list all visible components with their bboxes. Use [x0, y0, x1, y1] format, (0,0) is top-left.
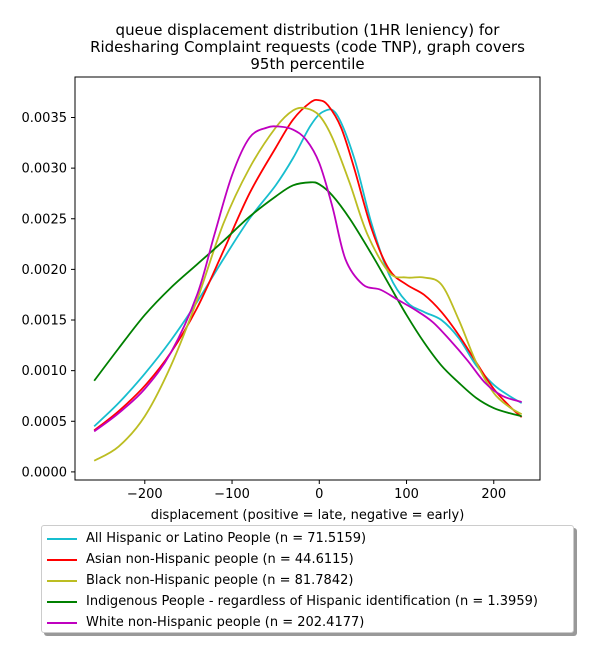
- legend-label: Indigenous People - regardless of Hispan…: [86, 594, 538, 609]
- legend-item: All Hispanic or Latino People (n = 71.51…: [42, 528, 573, 549]
- y-tick-label: 0.0020: [22, 263, 68, 278]
- legend-item: Indigenous People - regardless of Hispan…: [42, 591, 573, 612]
- x-tick-label: 0: [315, 487, 323, 502]
- chart-title-line: 95th percentile: [250, 55, 364, 73]
- series-line: [93, 108, 523, 427]
- x-tick-label: 100: [394, 487, 419, 502]
- x-tick-label: −200: [127, 487, 163, 502]
- x-tick-label: 200: [481, 487, 506, 502]
- y-tick-label: 0.0000: [22, 465, 68, 480]
- plot-frame: [74, 76, 541, 481]
- legend-swatch: [47, 558, 77, 561]
- series-line: [93, 98, 523, 432]
- chart-title-line: Ridesharing Complaint requests (code TNP…: [90, 38, 525, 56]
- x-axis-label: displacement (positive = late, negative …: [151, 508, 465, 523]
- x-tick-label: −100: [214, 487, 250, 502]
- series-line: [93, 106, 523, 462]
- legend-item: White non-Hispanic people (n = 202.4177): [42, 612, 573, 633]
- legend-label: Black non-Hispanic people (n = 81.7842): [86, 573, 354, 588]
- legend-label: White non-Hispanic people (n = 202.4177): [86, 615, 365, 630]
- chart-title: queue displacement distribution (1HR len…: [90, 21, 525, 73]
- legend-swatch: [47, 537, 77, 540]
- y-tick-label: 0.0030: [22, 162, 68, 177]
- legend-item: Black non-Hispanic people (n = 81.7842): [42, 570, 573, 591]
- legend-swatch: [47, 600, 77, 603]
- legend-label: All Hispanic or Latino People (n = 71.51…: [86, 531, 367, 546]
- legend: All Hispanic or Latino People (n = 71.51…: [41, 525, 574, 633]
- plot-series: [93, 98, 523, 462]
- legend-label: Asian non-Hispanic people (n = 44.6115): [86, 552, 354, 567]
- y-tick-label: 0.0005: [22, 415, 68, 430]
- y-tick-label: 0.0015: [22, 314, 68, 329]
- y-axis: 0.0000 0.0005 0.0010 0.0015 0.0020 0.0025 0.00…: [22, 111, 75, 480]
- y-tick-label: 0.0035: [22, 111, 68, 126]
- series-line: [93, 181, 522, 418]
- series-line: [93, 125, 522, 433]
- legend-swatch: [47, 621, 77, 624]
- chart-title-line: queue displacement distribution (1HR len…: [116, 21, 501, 39]
- x-axis: −200 −100 0 100 200: [127, 480, 506, 502]
- y-tick-label: 0.0025: [22, 212, 68, 227]
- y-tick-label: 0.0010: [22, 364, 68, 379]
- legend-swatch: [47, 579, 77, 582]
- legend-item: Asian non-Hispanic people (n = 44.6115): [42, 549, 573, 570]
